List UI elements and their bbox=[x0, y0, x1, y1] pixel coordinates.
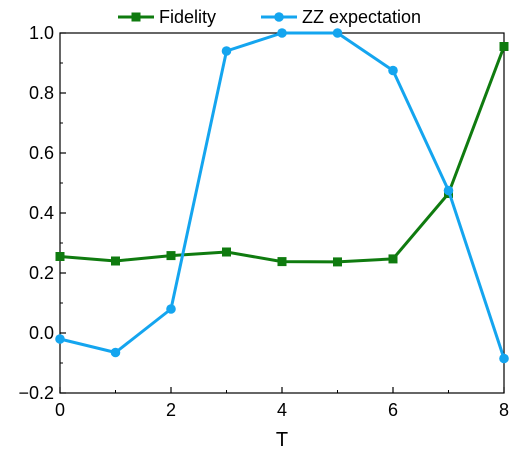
x-tick-label: 4 bbox=[277, 400, 287, 420]
zz-expectation-point bbox=[332, 28, 343, 38]
y-tick-label: 0.6 bbox=[29, 143, 54, 163]
zz-expectation-legend-label: ZZ expectation bbox=[302, 7, 421, 27]
fidelity-point bbox=[388, 254, 398, 264]
series-group bbox=[55, 28, 509, 364]
zz-expectation-line bbox=[59, 31, 506, 359]
y-tick-label: 0.4 bbox=[29, 203, 54, 223]
x-axis-title: T bbox=[276, 429, 288, 451]
zz-expectation-legend-marker bbox=[274, 12, 284, 22]
zz-expectation-point bbox=[55, 334, 65, 344]
x-tick-label: 0 bbox=[55, 400, 65, 420]
zz-expectation-point bbox=[110, 347, 121, 358]
fidelity-point bbox=[222, 247, 231, 257]
y-tick-label: −0.2 bbox=[18, 383, 54, 403]
y-tick-label: 0.2 bbox=[29, 263, 54, 283]
x-tick-label: 8 bbox=[499, 400, 509, 420]
zz-expectation-point bbox=[277, 28, 287, 38]
zz-expectation-point bbox=[499, 353, 509, 364]
fidelity-point bbox=[55, 252, 65, 261]
y-tick-label: 0.0 bbox=[29, 323, 54, 343]
plot-frame bbox=[59, 32, 505, 394]
fidelity-point bbox=[111, 256, 120, 266]
fidelity-point bbox=[499, 42, 509, 51]
x-tick-label: 2 bbox=[166, 400, 176, 420]
fidelity-legend-label: Fidelity bbox=[159, 7, 216, 27]
fidelity-point bbox=[333, 257, 342, 267]
legend: Fidelity ZZ expectation bbox=[118, 7, 421, 27]
fidelity-point bbox=[277, 257, 287, 267]
zz-expectation-point bbox=[221, 46, 232, 56]
fidelity-point bbox=[166, 251, 176, 261]
y-tick-label: 0.8 bbox=[29, 83, 54, 103]
axis-ticks: 0 2 4 6 8 −0.2 0.0 0.2 0.4 0.6 0.8 1.0 bbox=[18, 23, 509, 420]
fidelity-line bbox=[59, 45, 506, 264]
zz-expectation-point bbox=[166, 304, 176, 314]
zz-expectation-point bbox=[388, 65, 398, 76]
fidelity-legend-marker bbox=[131, 12, 141, 22]
x-tick-label: 6 bbox=[388, 400, 398, 420]
y-tick-label: 1.0 bbox=[29, 23, 54, 43]
zz-expectation-point bbox=[443, 185, 454, 196]
